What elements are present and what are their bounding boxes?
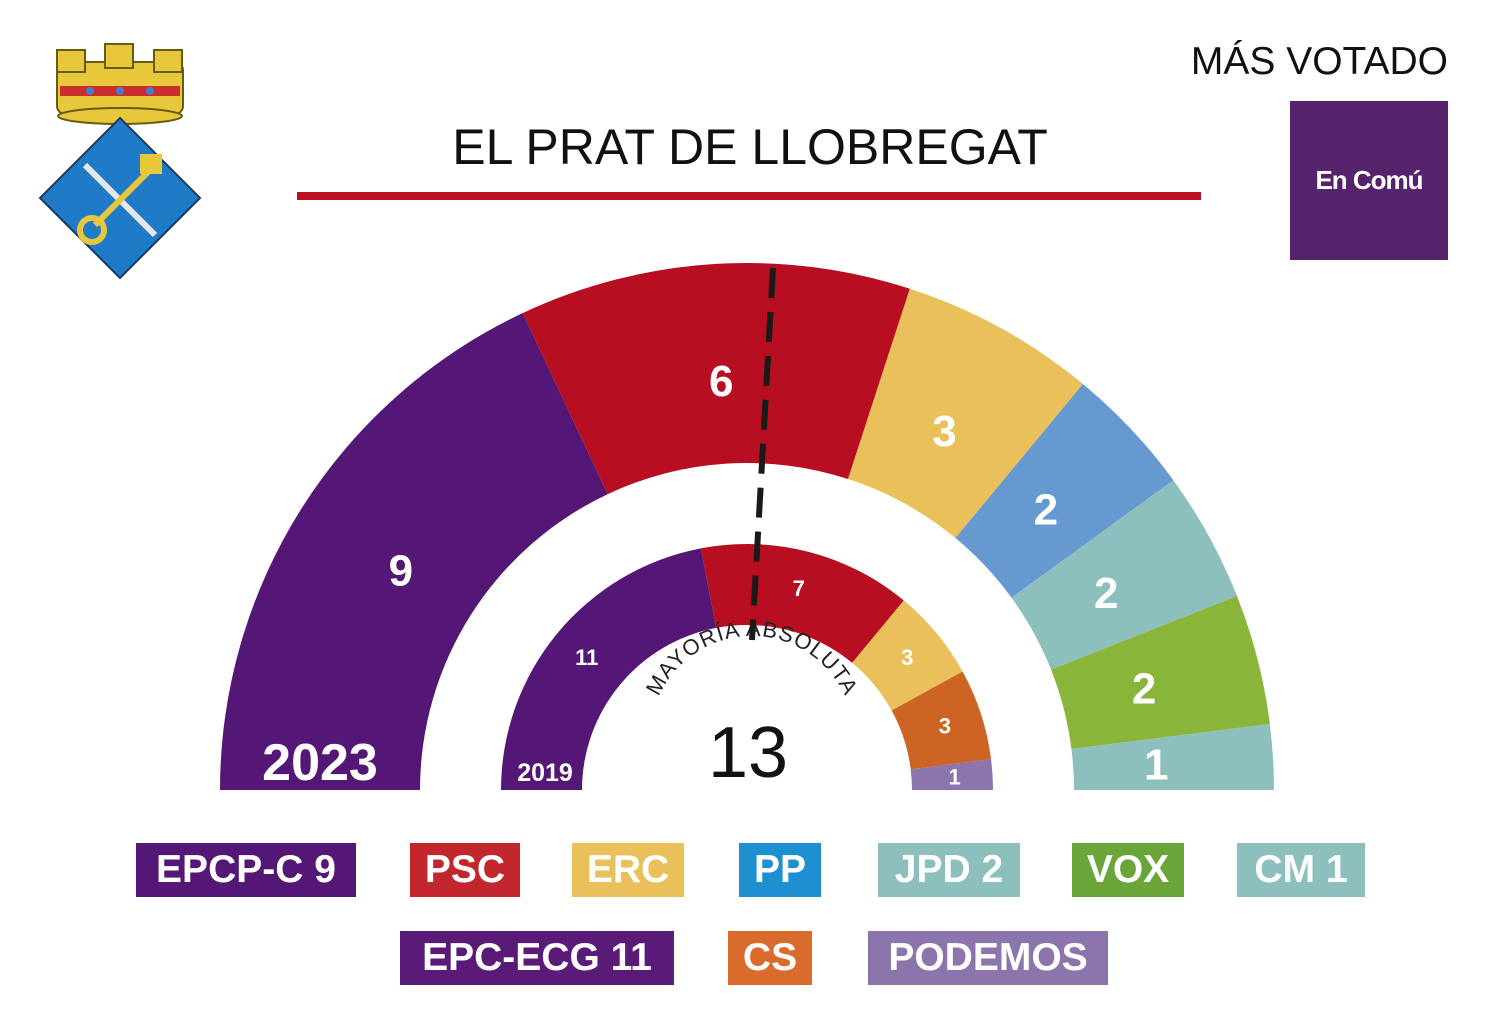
inner-ring-segment: [852, 600, 963, 711]
year-labels: 2023 2019: [262, 734, 573, 792]
outer-ring-segment: [1071, 723, 1274, 790]
legend-2023: EPCP-C 9 PSC ERC PP JPD 2 VOX CM 1: [0, 843, 1494, 899]
shield-icon: [38, 116, 202, 280]
legend-2023-item: EPCP-C 9: [136, 843, 356, 897]
inner-ring-seat-label: 3: [939, 713, 951, 738]
inner-ring-segment: [501, 548, 717, 790]
legend-2023-item: PSC: [410, 843, 520, 897]
outer-ring-segment: [848, 288, 1083, 539]
inner-ring-segment: [891, 671, 992, 770]
legend-2023-item: JPD 2: [878, 843, 1020, 897]
legend-2019-item: CS: [728, 931, 812, 985]
inner-ring-seat-label: 7: [793, 576, 805, 601]
crown-icon: [56, 43, 184, 125]
year-label-2023: 2023: [262, 734, 378, 792]
legend-2023-item: ERC: [572, 843, 684, 897]
outer-ring-seat-label: 2: [1094, 569, 1118, 618]
legend-2019: EPC-ECG 11 CS PODEMOS: [0, 931, 1494, 987]
outer-ring-segment: [220, 313, 608, 790]
legend-2023-item: CM 1: [1237, 843, 1365, 897]
outer-ring-seat-label: 9: [389, 547, 413, 596]
outer-ring-segment: [1011, 480, 1237, 670]
outer-ring-seat-label: 2: [1034, 486, 1058, 535]
title-underline: [297, 192, 1201, 200]
outer-ring-segment: [522, 263, 910, 495]
most-voted-label: MÁS VOTADO: [1190, 40, 1448, 83]
outer-ring-seat-label: 2: [1132, 664, 1156, 713]
outer-ring-seat-label: 3: [932, 407, 956, 456]
inner-ring-segment: [910, 759, 993, 790]
inner-ring-2019: 11 7 3 3 1: [501, 544, 993, 790]
outer-ring-seat-label: 6: [709, 357, 733, 406]
inner-ring-seat-label: 11: [575, 645, 598, 670]
outer-ring-segment: [1051, 595, 1270, 750]
outer-ring-seat-label: 1: [1144, 741, 1168, 790]
outer-ring-segment: [955, 383, 1174, 598]
year-label-2019: 2019: [517, 759, 573, 787]
inner-ring-seat-label: 1: [948, 765, 960, 790]
legend-2023-item: VOX: [1072, 843, 1184, 897]
inner-ring-segment: [700, 544, 904, 663]
legend-2019-item: PODEMOS: [868, 931, 1108, 985]
legend-2023-item: PP: [739, 843, 821, 897]
majority-line: [749, 267, 776, 641]
most-voted-party-badge: En Comú: [1290, 101, 1448, 260]
inner-ring-seat-label: 3: [901, 645, 913, 670]
coat-of-arms-icon: [38, 43, 202, 280]
majority-value: 13: [708, 713, 788, 793]
page-title: EL PRAT DE LLOBREGAT: [452, 119, 1048, 175]
legend-2019-item: EPC-ECG 11: [400, 931, 674, 985]
